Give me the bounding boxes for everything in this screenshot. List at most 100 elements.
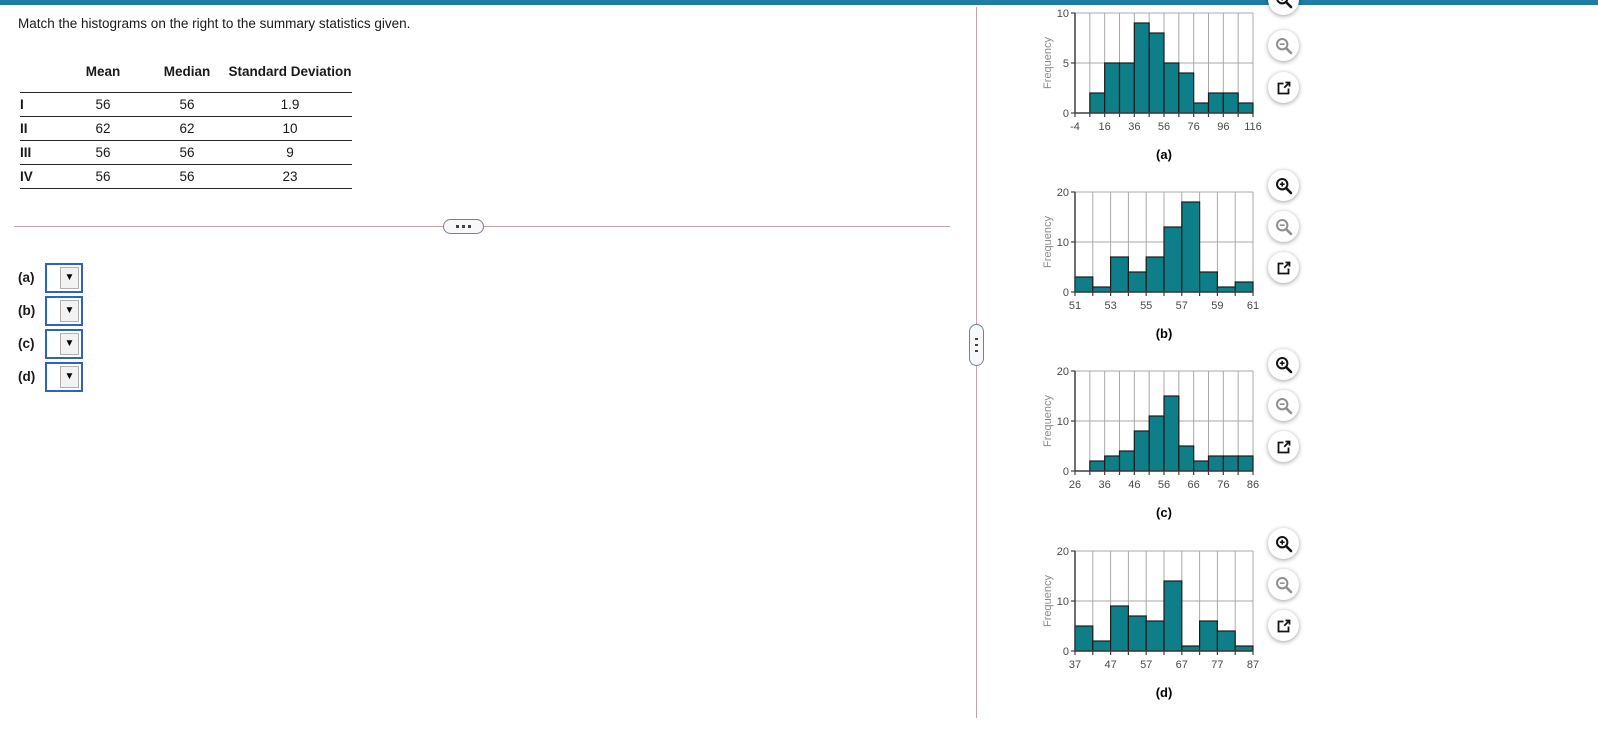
svg-text:47: 47 xyxy=(1104,659,1116,671)
svg-text:53: 53 xyxy=(1104,300,1116,312)
sd-value: 23 xyxy=(228,164,352,189)
svg-text:86: 86 xyxy=(1247,479,1259,491)
svg-text:-4: -4 xyxy=(1070,121,1080,133)
svg-text:77: 77 xyxy=(1211,659,1223,671)
ellipsis-dot xyxy=(456,225,459,228)
mean-value: 56 xyxy=(60,140,146,165)
svg-text:57: 57 xyxy=(1176,300,1188,312)
svg-text:59: 59 xyxy=(1211,300,1223,312)
svg-text:10: 10 xyxy=(1057,596,1069,608)
chevron-down-icon: ▼ xyxy=(64,272,75,283)
svg-text:46: 46 xyxy=(1128,479,1140,491)
ellipsis-dot xyxy=(975,337,978,341)
dropdown-button[interactable]: ▼ xyxy=(60,333,79,355)
histogram-d: 0 10 20 37 47 57 67 77 87 Frequency (d) xyxy=(1040,541,1270,700)
open-external-button-a[interactable] xyxy=(1268,72,1299,103)
svg-text:55: 55 xyxy=(1140,300,1152,312)
chevron-down-icon: ▼ xyxy=(64,371,75,382)
sd-value: 10 xyxy=(228,116,352,141)
open-external-button-d[interactable] xyxy=(1268,610,1299,641)
svg-text:5: 5 xyxy=(1063,58,1069,70)
question-text: Match the histograms on the right to the… xyxy=(18,16,411,31)
svg-text:26: 26 xyxy=(1069,479,1081,491)
histogram-a: 0 5 10 -4 16 36 56 76 96 116 Frequency (a) xyxy=(1040,3,1270,162)
histogram-a-plot: 0 5 10 -4 16 36 56 76 96 116 Frequency xyxy=(1042,8,1262,133)
svg-text:36: 36 xyxy=(1099,479,1111,491)
open-external-button-c[interactable] xyxy=(1268,431,1299,462)
mean-value: 56 xyxy=(60,164,146,189)
svg-text:16: 16 xyxy=(1099,121,1111,133)
magnifier-minus-icon xyxy=(1275,576,1292,593)
histogram-c: 0 10 20 26 36 46 56 66 76 86 Frequency (c) xyxy=(1040,361,1270,520)
svg-text:0: 0 xyxy=(1063,646,1069,658)
dropdown-button[interactable]: ▼ xyxy=(60,366,79,388)
table-row: II 62 62 10 xyxy=(20,116,352,141)
histogram-d-plot: 0 10 20 37 47 57 67 77 87 Frequency xyxy=(1042,546,1259,671)
row-label: I xyxy=(20,92,60,117)
median-value: 56 xyxy=(146,92,228,117)
external-link-icon xyxy=(1277,619,1290,632)
zoom-in-button-a[interactable] xyxy=(1268,0,1299,15)
magnifier-minus-icon xyxy=(1275,37,1292,54)
dropdown-button[interactable]: ▼ xyxy=(60,300,79,322)
table-row: IV 56 56 23 xyxy=(20,164,352,189)
svg-text:87: 87 xyxy=(1247,659,1259,671)
mean-value: 56 xyxy=(60,92,146,117)
magnifier-plus-icon xyxy=(1275,356,1292,373)
answer-select-c[interactable]: ▼ xyxy=(45,329,83,359)
svg-text:Frequency: Frequency xyxy=(1042,575,1054,627)
magnifier-minus-icon xyxy=(1275,218,1292,235)
svg-text:10: 10 xyxy=(1057,8,1069,20)
svg-text:0: 0 xyxy=(1063,108,1069,120)
svg-text:20: 20 xyxy=(1057,546,1069,558)
row-label: III xyxy=(20,140,60,165)
median-value: 62 xyxy=(146,116,228,141)
svg-text:66: 66 xyxy=(1188,479,1200,491)
svg-text:116: 116 xyxy=(1244,121,1262,133)
histogram-caption: (b) xyxy=(1155,326,1173,341)
sd-value: 1.9 xyxy=(228,92,352,117)
svg-text:20: 20 xyxy=(1057,187,1069,199)
zoom-in-button-d[interactable] xyxy=(1268,528,1299,559)
ellipsis-dot xyxy=(462,225,465,228)
svg-text:Frequency: Frequency xyxy=(1042,395,1054,447)
svg-text:20: 20 xyxy=(1057,366,1069,378)
answer-label-a: (a) xyxy=(18,270,35,285)
ellipsis-dot xyxy=(468,225,471,228)
external-link-icon xyxy=(1277,440,1290,453)
svg-text:51: 51 xyxy=(1069,300,1081,312)
svg-text:0: 0 xyxy=(1063,466,1069,478)
magnifier-plus-icon xyxy=(1275,535,1292,552)
zoom-in-button-b[interactable] xyxy=(1268,170,1299,201)
svg-text:56: 56 xyxy=(1158,479,1170,491)
header-median: Median xyxy=(146,52,228,93)
magnifier-plus-icon xyxy=(1275,0,1292,8)
answer-select-a[interactable]: ▼ xyxy=(45,263,83,293)
vertical-divider-handle[interactable] xyxy=(969,324,984,366)
horizontal-divider-handle[interactable] xyxy=(443,219,484,234)
mean-value: 62 xyxy=(60,116,146,141)
ellipsis-dot xyxy=(975,349,978,353)
svg-text:37: 37 xyxy=(1069,659,1081,671)
row-label: IV xyxy=(20,164,60,189)
table-header-row: Mean Median Standard Deviation xyxy=(20,52,352,93)
zoom-out-button-c[interactable] xyxy=(1268,390,1299,421)
svg-text:0: 0 xyxy=(1063,287,1069,299)
histogram-b-plot: 0 10 20 51 53 55 57 59 61 Frequency xyxy=(1042,187,1259,312)
zoom-out-button-d[interactable] xyxy=(1268,569,1299,600)
chevron-down-icon: ▼ xyxy=(64,305,75,316)
zoom-in-button-c[interactable] xyxy=(1268,349,1299,380)
histogram-b: 0 10 20 51 53 55 57 59 61 Frequency (b) xyxy=(1040,182,1270,341)
zoom-out-button-b[interactable] xyxy=(1268,211,1299,242)
svg-text:61: 61 xyxy=(1247,300,1259,312)
open-external-button-b[interactable] xyxy=(1268,252,1299,283)
answer-select-b[interactable]: ▼ xyxy=(45,296,83,326)
zoom-out-button-a[interactable] xyxy=(1268,30,1299,61)
histogram-caption: (c) xyxy=(1156,505,1172,520)
svg-text:Frequency: Frequency xyxy=(1042,37,1054,89)
table-row: III 56 56 9 xyxy=(20,140,352,165)
dropdown-button[interactable]: ▼ xyxy=(60,267,79,289)
header-mean: Mean xyxy=(60,52,146,93)
answer-select-d[interactable]: ▼ xyxy=(45,362,83,392)
